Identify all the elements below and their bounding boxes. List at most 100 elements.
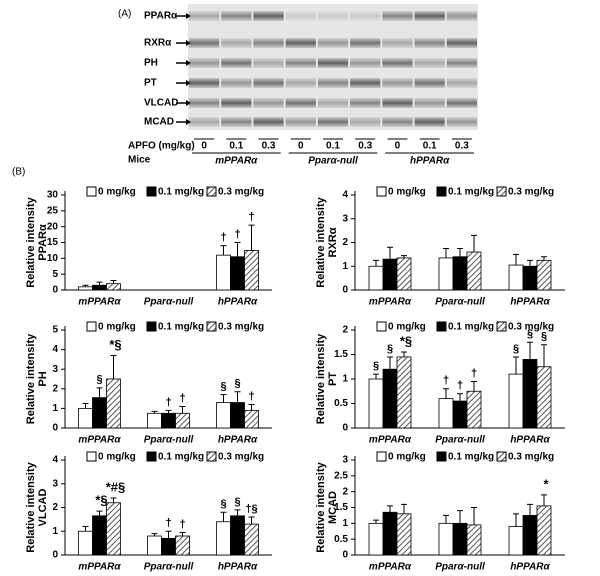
legend-swatch — [146, 451, 157, 462]
significance: *§ — [109, 337, 121, 352]
legend-swatch — [496, 186, 507, 197]
bar — [522, 515, 538, 556]
band — [382, 78, 413, 88]
x-tick-label: mPPARα — [369, 297, 412, 308]
band — [414, 38, 445, 48]
bar — [92, 284, 107, 291]
error-bar — [471, 380, 477, 392]
y-tick-label: 20 — [47, 221, 59, 232]
legend-swatch — [206, 186, 217, 197]
y-tick-label: 0.5 — [334, 534, 348, 545]
x-tick-label: hPPARα — [510, 435, 550, 446]
legend-label: 0.3 mg/kg — [218, 322, 264, 333]
y-tick-label: 2.5 — [334, 470, 348, 481]
legend-label: 0.1 mg/kg — [448, 322, 494, 333]
bar — [438, 522, 454, 556]
bar — [230, 256, 245, 291]
x-tick-label: Pparα-null — [144, 562, 194, 573]
bar — [244, 523, 259, 556]
bar — [522, 265, 538, 291]
legend-swatch — [86, 451, 97, 462]
legend-swatch — [146, 321, 157, 332]
bar — [536, 366, 552, 429]
band — [382, 98, 413, 108]
band — [253, 11, 284, 21]
error-bar — [234, 391, 241, 403]
error-bar — [541, 256, 547, 261]
error-bar — [165, 409, 172, 414]
arrow-head — [186, 80, 191, 86]
significance: § — [234, 496, 240, 508]
significance: * — [543, 476, 549, 491]
legend-swatch — [496, 451, 507, 462]
bar — [92, 397, 107, 429]
dose: 0.1 — [326, 141, 340, 152]
band — [317, 78, 349, 88]
error-bar — [82, 284, 89, 287]
y-tick-label: 3 — [342, 213, 348, 224]
error-bar — [220, 511, 227, 522]
band — [221, 98, 252, 108]
bar — [508, 264, 524, 291]
x-tick-label: mPPARα — [78, 435, 121, 446]
bar — [466, 251, 482, 291]
bar — [368, 265, 384, 291]
bar — [147, 412, 162, 429]
band — [317, 38, 349, 48]
band — [382, 58, 413, 68]
bar — [92, 515, 107, 556]
x-tick-label: Pparα-null — [435, 435, 485, 446]
error-bar — [220, 394, 227, 403]
band — [446, 38, 477, 48]
y-tick-label: 1 — [342, 518, 348, 529]
significance: *§ — [400, 333, 412, 348]
bar — [536, 259, 552, 291]
error-bar — [527, 503, 533, 516]
error-bar — [457, 247, 463, 257]
bar — [368, 522, 384, 556]
bar — [216, 402, 231, 429]
x-tick-label: Pparα-null — [435, 297, 485, 308]
band — [285, 98, 316, 108]
genotype-label: Pparα-null — [308, 156, 358, 167]
x-tick-label: Pparα-null — [144, 435, 194, 446]
band — [382, 38, 413, 48]
bar — [161, 412, 176, 429]
significance: § — [527, 328, 533, 340]
legend-label: 0 mg/kg — [98, 187, 136, 198]
legend-label: 0.1 mg/kg — [158, 452, 204, 463]
band — [221, 58, 252, 68]
bar — [175, 535, 190, 556]
legend-label: 0.3 mg/kg — [218, 452, 264, 463]
y-axis-label: Relative intensity — [315, 461, 327, 552]
legend-label: 0 mg/kg — [388, 187, 426, 198]
y-tick-label: 0.5 — [334, 398, 348, 409]
significance: † — [248, 390, 254, 402]
y-axis-label: VLCAD — [37, 489, 49, 527]
y-tick-label: 5 — [52, 269, 58, 280]
x-tick-label: Pparα-null — [144, 297, 194, 308]
band — [414, 11, 445, 21]
arrow-head — [186, 40, 191, 46]
y-tick-label: 4 — [342, 190, 348, 201]
error-bar — [401, 255, 407, 258]
bar — [466, 524, 482, 556]
y-axis-label: Relative intensity — [315, 333, 327, 424]
y-tick-label: 1 — [52, 403, 58, 414]
dose: 0 — [395, 141, 401, 152]
error-bar — [165, 530, 172, 539]
bar — [452, 400, 468, 429]
y-tick-label: 5 — [52, 325, 58, 336]
legend-label: 0 mg/kg — [388, 322, 426, 333]
bar — [522, 358, 538, 429]
error-bar — [82, 526, 89, 532]
dose: 0.1 — [229, 141, 243, 152]
bar — [536, 505, 552, 556]
band — [317, 117, 349, 127]
bar — [106, 378, 121, 429]
error-bar — [513, 356, 519, 375]
band — [414, 117, 445, 127]
legend-label: 0.3 mg/kg — [508, 452, 554, 463]
error-bar — [541, 494, 547, 506]
y-tick-label: 2 — [342, 237, 348, 248]
